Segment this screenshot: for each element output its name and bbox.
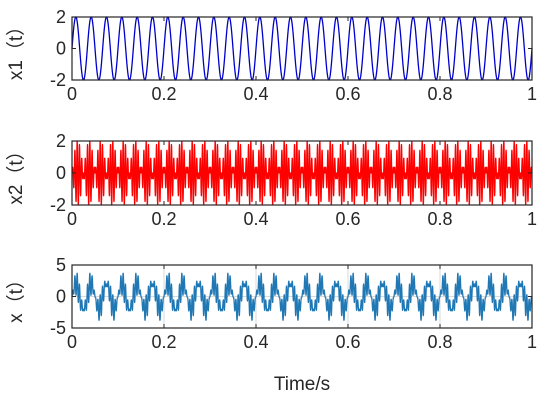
y-tick-label: 0 — [56, 287, 66, 307]
x-tick-label: 0.2 — [151, 332, 176, 352]
x-tick-label: 0.8 — [427, 332, 452, 352]
x-axis-label: Time/s — [274, 374, 330, 395]
y-tick-label: 2 — [56, 7, 66, 27]
x-tick-label: 0.4 — [243, 332, 268, 352]
series-line-1 — [71, 140, 533, 206]
y-axis-label: x2（t） — [5, 141, 27, 204]
x-tick-label: 1 — [527, 332, 537, 352]
y-tick-label: -5 — [50, 318, 66, 338]
x-tick-label: 0.4 — [243, 209, 268, 229]
y-axis-label: x（t） — [5, 270, 27, 323]
x-tick-label: 0 — [67, 332, 77, 352]
x-tick-label: 0.6 — [335, 84, 360, 104]
y-tick-label: -2 — [50, 70, 66, 90]
y-tick-label: 0 — [56, 39, 66, 59]
y-tick-label: 5 — [56, 255, 66, 275]
x-tick-label: 0.6 — [335, 332, 360, 352]
x-tick-label: 0.2 — [151, 209, 176, 229]
x-tick-label: 0.2 — [151, 84, 176, 104]
x-tick-label: 1 — [527, 84, 537, 104]
y-axis-label: x1（t） — [5, 17, 27, 80]
y-tick-label: -2 — [50, 195, 66, 215]
x-tick-label: 0.8 — [427, 209, 452, 229]
x-tick-label: 0.6 — [335, 209, 360, 229]
x-tick-label: 0.4 — [243, 84, 268, 104]
y-tick-label: 2 — [56, 131, 66, 151]
x-tick-label: 1 — [527, 209, 537, 229]
x-tick-label: 0.8 — [427, 84, 452, 104]
series-line-1 — [71, 16, 533, 81]
x-tick-label: 0 — [67, 209, 77, 229]
series-line-1 — [71, 272, 533, 321]
x-tick-label: 0 — [67, 84, 77, 104]
y-tick-label: 0 — [56, 163, 66, 183]
